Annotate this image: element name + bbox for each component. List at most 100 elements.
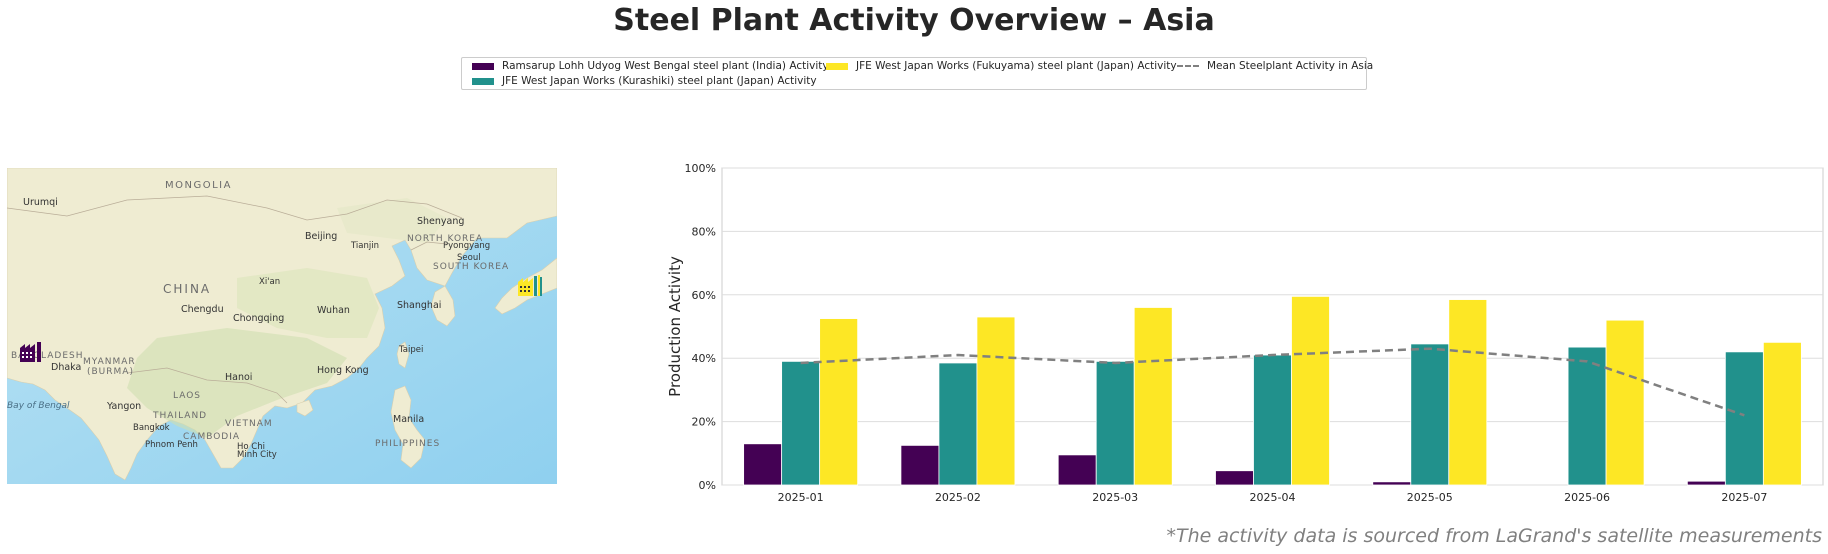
map-labels: MONGOLIA Urumqi Shenyang Beijing Tianjin… xyxy=(7,180,509,460)
map-vegetation-north xyxy=(337,198,447,243)
map-vegetation-east xyxy=(237,268,379,338)
map-label-myanmar: MYANMAR xyxy=(83,357,136,367)
map-vegetation-south xyxy=(127,328,347,438)
legend-label-india: Ramsarup Lohh Udyog West Bengal steel pl… xyxy=(502,60,829,72)
bar-kurashiki-2025-05 xyxy=(1410,343,1450,486)
map-land-taiwan xyxy=(396,341,410,369)
india-plant-marker xyxy=(20,342,41,362)
bar-kurashiki-2025-02 xyxy=(938,362,978,486)
y-axis-label: Production Activity xyxy=(666,256,684,397)
bar-fukuyama-2025-04 xyxy=(1291,295,1330,486)
map-border-mongolia xyxy=(7,195,463,221)
map-land-hainan xyxy=(296,399,314,417)
chart-legend: Ramsarup Lohh Udyog West Bengal steel pl… xyxy=(461,57,1373,90)
bar-fukuyama-2025-02 xyxy=(976,316,1016,486)
bar-kurashiki-2025-03 xyxy=(1095,360,1135,486)
map-label-china: CHINA xyxy=(163,282,211,296)
bar-fukuyama-2025-05 xyxy=(1448,299,1488,486)
map-label-chengdu: Chengdu xyxy=(181,304,224,315)
legend-line-mean xyxy=(1177,65,1199,67)
map-label-urumqi: Urumqi xyxy=(23,197,58,208)
map-label-ho-chi: Ho Chi xyxy=(237,442,265,452)
map-land-korea xyxy=(430,285,456,327)
bar-india-2025-05 xyxy=(1372,481,1412,486)
y-tick-label: 40% xyxy=(692,352,716,365)
map-label-seoul: Seoul xyxy=(457,253,481,263)
y-tick-label: 80% xyxy=(692,225,716,238)
bar-kurashiki-2025-07 xyxy=(1724,351,1764,486)
map-label-hanoi: Hanoi xyxy=(225,372,252,383)
bar-fukuyama-2025-06 xyxy=(1605,319,1645,486)
map-label-minh-city: Minh City xyxy=(237,450,277,460)
map-label-taipei: Taipei xyxy=(398,345,423,355)
map-label-philippines: PHILIPPINES xyxy=(375,439,440,449)
footnote: *The activity data is sourced from LaGra… xyxy=(1166,525,1822,547)
x-tick-label: 2025-06 xyxy=(1564,491,1610,504)
x-tick-label: 2025-07 xyxy=(1721,491,1767,504)
legend-label-mean: Mean Steelplant Activity in Asia xyxy=(1207,60,1374,72)
y-tick-label: 60% xyxy=(692,289,716,302)
bar-india-2025-03 xyxy=(1057,454,1097,486)
map-label-dhaka: Dhaka xyxy=(51,362,81,373)
japan-plant-marker xyxy=(518,275,542,296)
bar-kurashiki-2025-04 xyxy=(1253,354,1292,486)
map-label-laos: LAOS xyxy=(173,391,201,401)
bar-fukuyama-2025-07 xyxy=(1762,341,1802,486)
legend-item-kurashiki: JFE West Japan Works (Kurashiki) steel p… xyxy=(472,75,817,87)
bar-kurashiki-2025-06 xyxy=(1567,346,1607,486)
legend-swatch-fukuyama xyxy=(826,62,848,70)
map-label-shanghai: Shanghai xyxy=(397,300,441,311)
page-title: Steel Plant Activity Overview – Asia xyxy=(613,3,1215,38)
bar-india-2025-02 xyxy=(900,444,940,486)
bar-india-2025-04 xyxy=(1215,470,1254,486)
legend-item-mean: Mean Steelplant Activity in Asia xyxy=(1177,60,1373,72)
map-label-beijing: Beijing xyxy=(305,231,337,242)
map-label-tianjin: Tianjin xyxy=(350,241,379,251)
activity-chart: 0% 20% 40% 60% 80% 100% 2025-01 2025-02 2025-03 2… xyxy=(640,160,1828,510)
map-label-chongqing: Chongqing xyxy=(233,313,284,324)
map-border-southeast xyxy=(126,367,288,404)
x-tick-label: 2025-04 xyxy=(1250,491,1296,504)
map-label-xian: Xi'an xyxy=(259,277,280,287)
map-land-philippines xyxy=(390,385,426,469)
mean-activity-line xyxy=(800,347,1745,417)
map-label-burma: (BURMA) xyxy=(87,367,134,377)
y-tick-label: 0% xyxy=(699,479,716,492)
bar-kurashiki-2025-01 xyxy=(781,360,821,486)
y-tick-label: 20% xyxy=(692,416,716,429)
asia-map: MONGOLIA Urumqi Shenyang Beijing Tianjin… xyxy=(7,168,557,484)
x-tick-label: 2025-05 xyxy=(1407,491,1453,504)
map-label-yangon: Yangon xyxy=(106,401,141,412)
map-label-north-korea: NORTH KOREA xyxy=(407,234,483,244)
map-label-wuhan: Wuhan xyxy=(317,305,350,316)
map-label-phnom-penh: Phnom Penh xyxy=(145,440,198,450)
x-tick-label: 2025-01 xyxy=(778,491,824,504)
map-label-vietnam: VIETNAM xyxy=(225,419,273,429)
map-border-korea xyxy=(410,241,448,251)
x-tick-label: 2025-02 xyxy=(935,491,981,504)
map-label-bangladesh: BANGLADESH xyxy=(11,351,84,361)
bar-india-2025-07 xyxy=(1686,480,1726,486)
map-label-bangkok: Bangkok xyxy=(133,423,170,433)
map-label-pyongyang: Pyongyang xyxy=(443,241,490,251)
map-label-shenyang: Shenyang xyxy=(417,216,464,227)
legend-label-fukuyama: JFE West Japan Works (Fukuyama) steel pl… xyxy=(856,60,1177,72)
map-label-cambodia: CAMBODIA xyxy=(183,432,240,442)
map-label-mongolia: MONGOLIA xyxy=(165,180,232,191)
map-label-manila: Manila xyxy=(393,414,424,425)
x-tick-label: 2025-03 xyxy=(1092,491,1138,504)
map-label-south-korea: SOUTH KOREA xyxy=(433,262,509,272)
map-label-thailand: THAILAND xyxy=(152,411,207,421)
y-tick-label: 100% xyxy=(685,162,716,175)
factory-chimney-kurashiki xyxy=(534,276,537,296)
bar-fukuyama-2025-01 xyxy=(819,318,859,486)
legend-swatch-kurashiki xyxy=(472,77,494,85)
bar-india-2025-01 xyxy=(743,443,783,486)
legend-item-fukuyama: JFE West Japan Works (Fukuyama) steel pl… xyxy=(826,60,1177,72)
map-label-hong-kong: Hong Kong xyxy=(317,365,369,376)
map-label-bay-of-bengal: Bay of Bengal xyxy=(7,401,70,411)
legend-label-kurashiki: JFE West Japan Works (Kurashiki) steel p… xyxy=(502,75,817,87)
legend-item-india: Ramsarup Lohh Udyog West Bengal steel pl… xyxy=(472,60,829,72)
legend-swatch-india xyxy=(472,62,494,70)
bar-fukuyama-2025-03 xyxy=(1133,307,1173,486)
